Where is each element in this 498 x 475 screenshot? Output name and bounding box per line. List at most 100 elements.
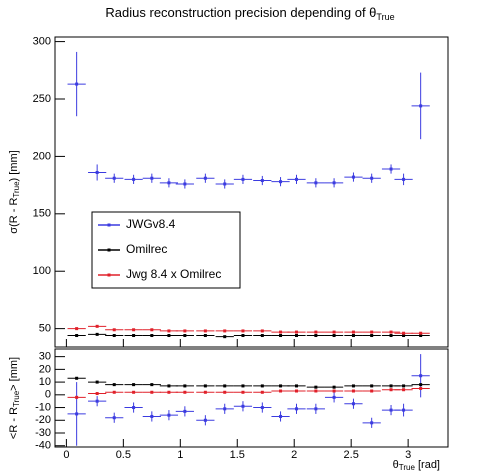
x-axis-label: θTrue [rad] [393,459,440,472]
x-tick-label: 1 [177,449,183,461]
marker [294,334,298,338]
marker [402,331,406,335]
marker [260,406,264,410]
marker [223,329,227,333]
marker [150,414,154,418]
marker [351,384,355,388]
x-label-end: [rad] [415,459,440,471]
marker [294,384,298,388]
marker [95,392,99,396]
plot-frame [54,36,449,348]
y-tick-label: 50 [39,323,51,335]
marker [150,328,154,332]
marker [370,330,374,334]
x-tick-label: 1.5 [230,449,245,461]
marker [389,330,393,334]
marker [402,334,406,338]
marker [370,389,374,393]
marker [183,329,187,333]
marker [112,416,116,420]
marker [370,384,374,388]
marker [279,180,283,184]
marker [95,170,99,174]
marker [132,390,136,394]
marker [351,334,355,338]
marker [314,330,318,334]
marker [419,386,423,390]
marker [294,389,298,393]
marks [67,51,430,339]
marker [279,389,283,393]
y-label-sub: True [12,181,21,198]
marker [150,176,154,180]
marker [112,390,116,394]
marker [167,329,171,333]
marker [167,181,171,185]
marks [67,354,430,446]
marker [241,390,245,394]
marker [223,182,227,186]
marker [402,388,406,392]
plot-frame [54,348,449,448]
y-tick-label: -40 [35,440,51,452]
marker [419,383,423,387]
y-tick-label: -20 [35,414,51,426]
marker [183,384,187,388]
marker [132,406,136,410]
legend-label: JWGv8.4 [126,217,176,231]
marker [389,408,393,412]
marker [351,330,355,334]
marker [183,334,187,338]
marker [314,389,318,393]
x-tick-label: 3 [405,449,411,461]
marker [389,384,393,388]
marker [132,177,136,181]
y-tick-label: 200 [33,150,51,162]
legend-label: Jwg 8.4 x Omilrec [126,267,221,281]
x-tick-label: 2 [291,449,297,461]
marker [402,408,406,412]
marker [332,385,336,389]
marker [132,383,136,387]
marker [241,329,245,333]
marker [389,388,393,392]
marker [294,177,298,181]
y-label-end: ) [mm] [8,150,20,181]
title-subscript: True [376,12,394,22]
y-tick-label: -30 [35,427,51,439]
marker [332,334,336,338]
marker [112,328,116,332]
marker [314,181,318,185]
marker [75,395,79,399]
marker [402,384,406,388]
marker [203,334,207,338]
marker [279,334,283,338]
marker [112,383,116,387]
marker [332,330,336,334]
marker [389,334,393,338]
x-label-sub: True [399,463,416,472]
y-label-text: σ(R - R [8,198,20,234]
marker [183,182,187,186]
marker [203,390,207,394]
y-axis-label: σ(R - RTrue) [mm] [8,150,21,233]
chart-title: Radius reconstruction precision dependin… [105,5,394,22]
marker [203,384,207,388]
x-tick-label: 0.5 [116,449,131,461]
y-axis-label: <R - RTrue> [mm] [8,357,21,439]
marker [95,332,99,336]
legend-marker [107,273,111,277]
marker [351,389,355,393]
y-label-sub: True [12,390,21,407]
marker [314,385,318,389]
marker [294,330,298,334]
marker [419,104,423,108]
marker [332,395,336,399]
marker [132,334,136,338]
y-tick-label: 300 [33,35,51,47]
marker [402,177,406,181]
title-text: Radius reconstruction precision dependin… [105,5,376,20]
marker [95,399,99,403]
marker [203,418,207,422]
legend-label: Omilrec [126,242,167,256]
